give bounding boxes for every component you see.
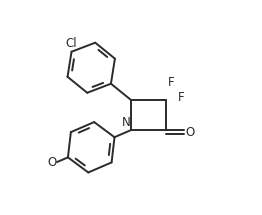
Text: O: O [47, 155, 56, 169]
Text: Cl: Cl [66, 37, 77, 50]
Text: O: O [185, 126, 195, 139]
Text: F: F [178, 91, 185, 104]
Text: N: N [121, 116, 130, 129]
Text: F: F [168, 76, 175, 89]
